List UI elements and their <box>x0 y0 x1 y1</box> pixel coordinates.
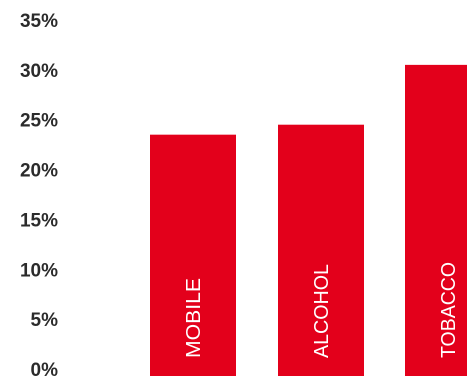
y-tick-label: 25% <box>20 111 58 132</box>
y-tick-label: 5% <box>31 310 59 331</box>
y-tick-label: 15% <box>20 210 58 231</box>
bar-group-tobacco: TOBACCO <box>405 64 467 376</box>
y-tick-label: 20% <box>20 161 58 182</box>
bar-alcohol <box>278 124 364 376</box>
y-axis: 0% 5% 10% 15% 20% 25% 30% 35% <box>20 11 58 376</box>
bar-group-mobile: MOBILE <box>150 134 236 376</box>
bar-label-tobacco: TOBACCO <box>438 262 460 358</box>
y-tick-label: 10% <box>20 260 58 281</box>
bar-group-alcohol: ALCOHOL <box>278 124 364 376</box>
y-tick-label: 30% <box>20 61 58 82</box>
bar-label-alcohol: ALCOHOL <box>311 264 333 358</box>
bars: MOBILE ALCOHOL TOBACCO <box>150 64 467 376</box>
bar-tobacco <box>405 64 467 376</box>
bar-label-mobile: MOBILE <box>183 278 205 358</box>
bar-mobile <box>150 134 236 376</box>
y-tick-label: 0% <box>31 360 59 376</box>
y-tick-label: 35% <box>20 11 58 32</box>
